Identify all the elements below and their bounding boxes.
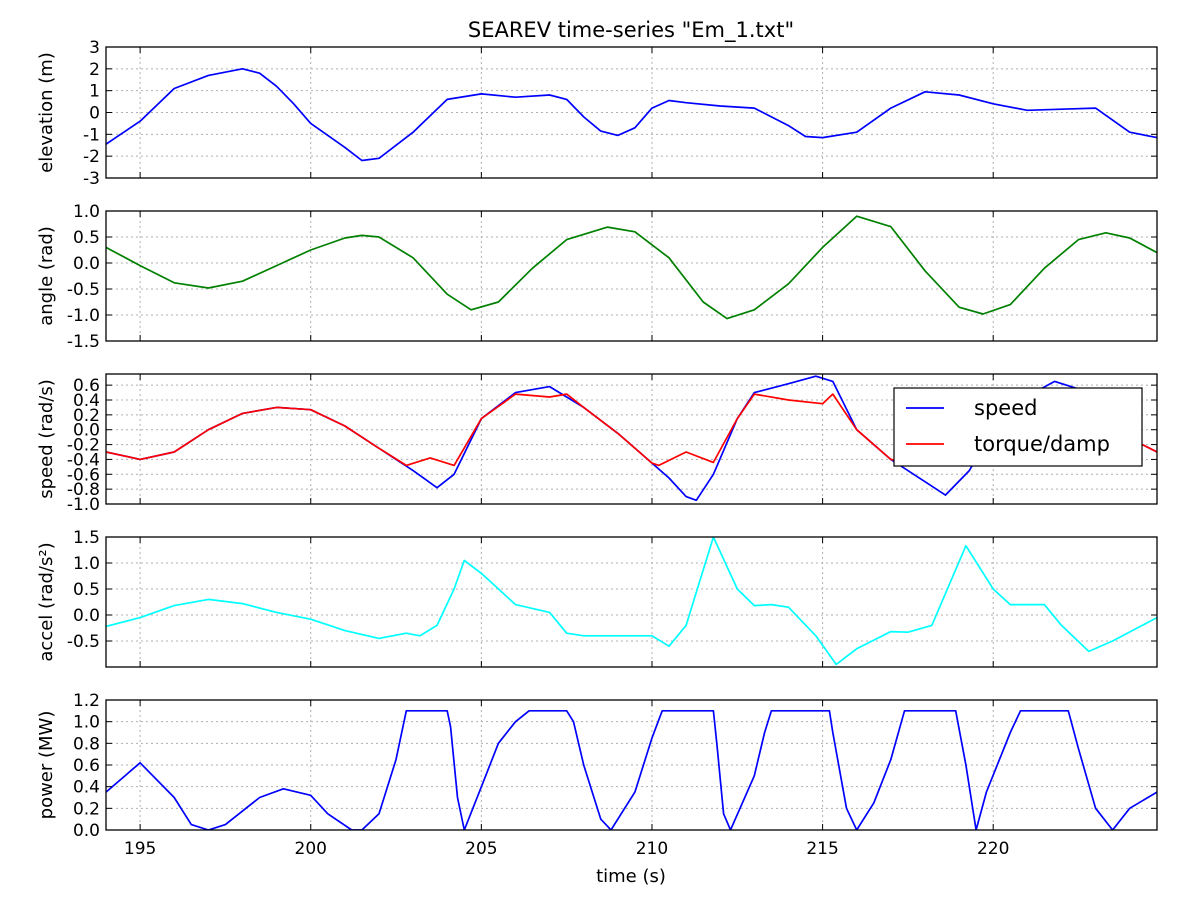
- y-axis-label-speed: speed (rad/s): [36, 379, 57, 498]
- x-tick-label: 215: [806, 839, 838, 859]
- x-axis-label: time (s): [596, 866, 666, 887]
- y-tick-label: 0.0: [73, 821, 100, 841]
- y-tick-label: 0.5: [73, 228, 100, 248]
- y-tick-label: 3: [89, 38, 100, 58]
- y-tick-label: 2: [89, 60, 100, 80]
- y-tick-label: -1.0: [67, 306, 100, 326]
- x-tick-label: 210: [636, 839, 668, 859]
- y-tick-label: -1.5: [67, 332, 100, 352]
- panel-angle: -1.5 -1.0 -0.5 0.0 0.5 1.0 angle (rad): [36, 202, 1157, 352]
- legend-entry: torque/damp: [974, 432, 1110, 456]
- x-tick-label: 205: [465, 839, 497, 859]
- y-tick-label: 0.8: [73, 734, 100, 754]
- y-tick-label: 0.2: [73, 799, 100, 819]
- y-tick-label: 0.6: [73, 376, 100, 396]
- y-tick-label: 1: [89, 82, 100, 102]
- y-tick-label: 0.5: [73, 580, 100, 600]
- series-line-power: [106, 711, 1157, 830]
- x-tick-label: 200: [295, 839, 327, 859]
- panel-accel: -0.5 0.0 0.5 1.0 1.5 accel (rad/s²): [36, 528, 1157, 667]
- y-axis-label-power: power (MW): [36, 711, 57, 820]
- y-tick-label: 1.0: [73, 554, 100, 574]
- y-tick-label: -0.5: [67, 632, 100, 652]
- y-axis-label-elevation: elevation (m): [36, 52, 57, 173]
- y-tick-label: 0.0: [73, 254, 100, 274]
- y-tick-label: -3: [83, 169, 100, 189]
- y-tick-label: 1.5: [73, 528, 100, 548]
- legend: speed torque/damp: [894, 388, 1142, 466]
- series-line-angle: [106, 216, 1157, 318]
- y-tick-label: 0: [89, 104, 100, 124]
- y-axis-label-angle: angle (rad): [36, 226, 57, 326]
- y-axis-label-accel: accel (rad/s²): [36, 542, 57, 661]
- y-tick-label: 1.0: [73, 713, 100, 733]
- legend-entry: speed: [974, 396, 1037, 420]
- plot-frame-accel: [106, 537, 1157, 667]
- panel-power: 0.00.20.40.60.81.01.2 195 200 205 210 215 220 p…: [36, 691, 1157, 859]
- y-tick-label: 1.0: [73, 202, 100, 222]
- y-tick-label: 1.2: [73, 691, 100, 711]
- y-tick-label: -1: [83, 125, 100, 145]
- y-tick-label: 0.6: [73, 756, 100, 776]
- series-line-elevation: [106, 69, 1157, 161]
- series-line-accel: [106, 537, 1157, 664]
- x-tick-label: 220: [977, 839, 1009, 859]
- y-tick-label: -0.5: [67, 280, 100, 300]
- x-tick-label: 195: [124, 839, 156, 859]
- y-tick-label: 0.4: [73, 778, 100, 798]
- y-tick-label: 0.0: [73, 606, 100, 626]
- chart-title: SEAREV time-series "Em_1.txt": [468, 18, 794, 43]
- y-tick-label: -2: [83, 147, 100, 167]
